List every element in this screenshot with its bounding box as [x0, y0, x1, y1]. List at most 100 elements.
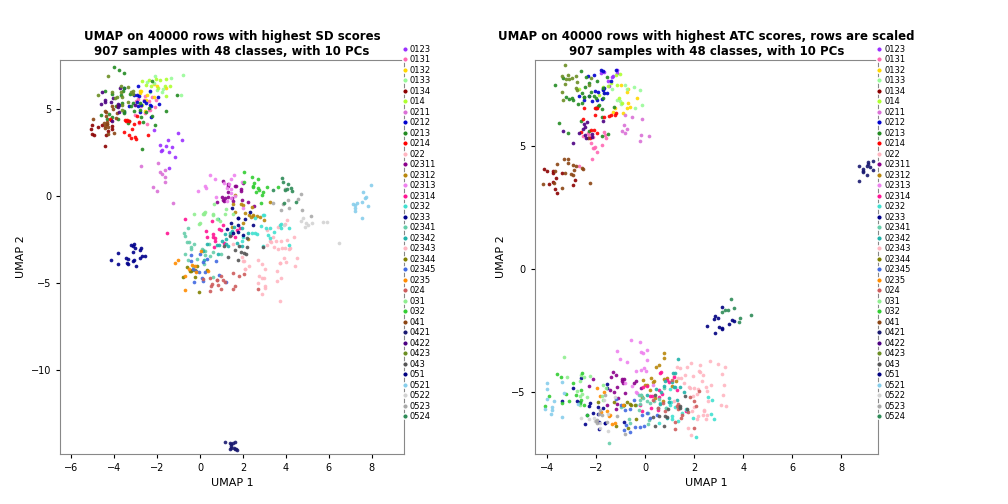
Point — [101, 73, 117, 81]
Point — [609, 96, 625, 104]
Point — [626, 83, 642, 91]
Point — [187, 266, 204, 274]
Point — [545, 179, 561, 187]
Point — [669, 386, 685, 394]
Point — [583, 134, 599, 142]
Point — [136, 92, 152, 100]
Point — [234, 224, 250, 232]
Point — [300, 221, 317, 229]
Point — [590, 416, 606, 424]
Point — [181, 238, 198, 246]
Point — [648, 363, 664, 371]
Point — [619, 357, 635, 365]
Point — [715, 324, 731, 332]
Point — [220, 241, 236, 249]
Point — [554, 399, 571, 407]
Point — [627, 422, 643, 430]
Point — [584, 155, 600, 163]
Point — [588, 104, 604, 112]
Point — [99, 115, 115, 123]
Point — [656, 382, 672, 390]
Point — [157, 178, 173, 186]
Point — [586, 71, 602, 79]
Point — [592, 419, 608, 427]
Point — [255, 187, 271, 196]
Point — [537, 405, 553, 413]
Point — [654, 390, 670, 398]
Point — [645, 381, 661, 389]
Point — [132, 108, 148, 116]
Point — [539, 395, 555, 403]
Point — [679, 406, 696, 414]
Point — [679, 405, 696, 413]
Point — [228, 445, 244, 453]
Point — [646, 376, 662, 385]
Point — [107, 94, 123, 102]
Point — [133, 102, 149, 110]
Point — [98, 112, 114, 120]
Point — [545, 169, 561, 177]
Point — [161, 164, 177, 172]
Point — [269, 267, 285, 275]
Point — [231, 242, 247, 250]
Point — [347, 201, 363, 209]
Point — [155, 85, 171, 93]
Point — [553, 397, 570, 405]
Point — [620, 99, 636, 107]
Point — [862, 163, 878, 171]
Point — [543, 406, 559, 414]
Point — [131, 89, 147, 97]
Point — [201, 267, 217, 275]
Point — [133, 113, 149, 121]
Point — [266, 243, 282, 251]
Point — [665, 373, 681, 381]
Point — [109, 109, 125, 117]
Point — [652, 399, 668, 407]
Point — [235, 178, 251, 186]
Point — [118, 254, 134, 262]
Point — [635, 349, 651, 357]
Point — [677, 392, 694, 400]
Point — [223, 184, 239, 193]
Point — [575, 125, 591, 134]
Point — [125, 248, 141, 257]
Point — [587, 417, 603, 425]
Point — [633, 391, 649, 399]
Point — [110, 114, 126, 122]
Point — [115, 87, 131, 95]
Point — [576, 93, 592, 101]
Point — [688, 390, 705, 398]
Point — [258, 224, 274, 232]
Point — [594, 66, 610, 74]
Point — [113, 88, 129, 96]
Point — [607, 418, 623, 426]
Point — [569, 388, 585, 396]
Point — [257, 284, 273, 292]
Point — [276, 254, 292, 262]
Point — [617, 389, 633, 397]
Point — [634, 407, 650, 415]
Point — [286, 262, 302, 270]
Point — [230, 214, 246, 222]
Point — [281, 240, 297, 248]
Point — [222, 180, 238, 188]
Point — [113, 82, 129, 90]
Point — [587, 143, 603, 151]
Point — [714, 303, 730, 311]
Point — [151, 100, 167, 108]
Point — [223, 195, 239, 203]
Point — [633, 384, 649, 392]
Point — [203, 282, 219, 290]
Point — [277, 244, 293, 253]
Point — [617, 430, 633, 438]
Point — [190, 187, 206, 195]
Point — [692, 361, 709, 369]
Point — [279, 216, 295, 224]
Point — [634, 393, 650, 401]
Point — [661, 401, 677, 409]
Point — [178, 238, 195, 246]
Point — [570, 86, 586, 94]
Point — [244, 229, 260, 237]
Point — [591, 418, 607, 426]
Point — [617, 81, 633, 89]
